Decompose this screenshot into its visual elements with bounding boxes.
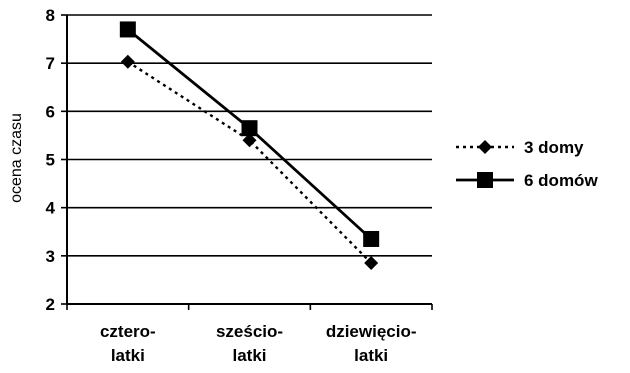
legend-item: 3 domy [456, 138, 584, 157]
series-line [127, 60, 373, 264]
y-tick-label: 3 [46, 247, 55, 266]
y-tick-label: 2 [46, 295, 55, 314]
legend-label: 6 domów [524, 171, 598, 190]
y-tick-label: 6 [46, 102, 55, 121]
legend-label: 3 domy [524, 138, 584, 157]
y-axis-title: ocena czasu [8, 113, 25, 203]
x-category-label: dziewięcio-latki [326, 322, 417, 365]
x-category-label-line: latki [232, 346, 266, 365]
series-1 [120, 54, 379, 271]
x-category-label-line: cztero- [100, 322, 156, 341]
legend-marker [478, 140, 492, 154]
series-2 [119, 21, 380, 247]
x-axis-categories: cztero-latkisześcio-latkidziewięcio-latk… [66, 304, 433, 365]
data-point [363, 230, 380, 247]
x-category-label-line: dziewięcio- [326, 322, 417, 341]
y-axis-ticks: 2 3 4 5 6 7 8 [46, 6, 67, 314]
y-tick-label: 8 [46, 6, 55, 25]
data-point [119, 21, 136, 38]
y-tick-label: 4 [46, 199, 56, 218]
x-category-label-line: latki [354, 346, 388, 365]
x-category-label-line: sześcio- [216, 322, 283, 341]
x-category-label: sześcio-latki [216, 322, 283, 365]
x-category-label: cztero-latki [100, 322, 156, 365]
data-point [120, 54, 135, 69]
series-layer [119, 21, 380, 271]
y-tick-label: 7 [46, 54, 55, 73]
legend-box [446, 124, 629, 196]
data-point [364, 256, 379, 271]
data-point [242, 133, 257, 148]
data-point [241, 120, 258, 137]
axes [66, 15, 432, 305]
legend-item: 6 domów [456, 171, 598, 190]
legend: 3 domy 6 domów [446, 124, 629, 196]
legend-marker [477, 172, 493, 188]
y-tick-label: 5 [46, 151, 55, 170]
x-category-label-line: latki [111, 346, 145, 365]
